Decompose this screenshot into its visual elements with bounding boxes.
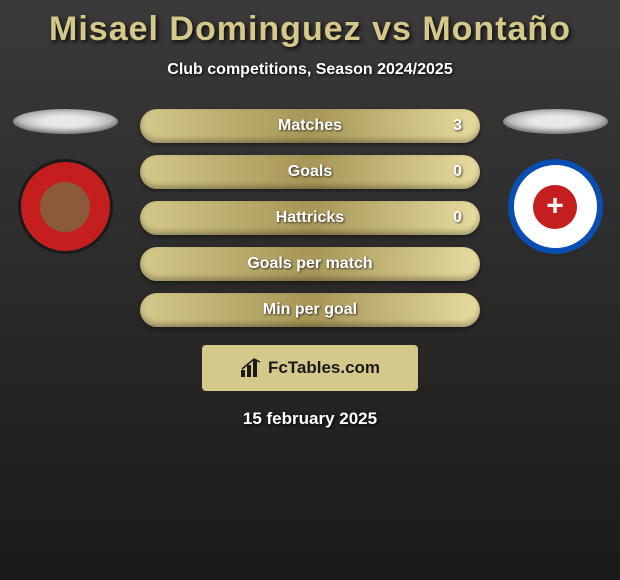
page-title: Misael Dominguez vs Montaño <box>0 10 620 49</box>
club-logo-tijuana[interactable] <box>18 159 113 254</box>
right-player-col <box>500 109 610 254</box>
comparison-widget: Misael Dominguez vs Montaño Club competi… <box>0 0 620 439</box>
stat-label: Goals per match <box>247 255 372 273</box>
chart-icon <box>240 358 262 378</box>
player-avatar-placeholder-right <box>503 109 608 134</box>
stat-label: Hattricks <box>276 209 344 227</box>
stat-bar: Goals per match <box>140 247 480 281</box>
branding-text: FcTables.com <box>268 358 380 378</box>
main-row: Matches 3 Goals 0 Hattricks 0 Goals per match M… <box>0 109 620 327</box>
subtitle: Club competitions, Season 2024/2025 <box>0 61 620 79</box>
left-player-col <box>10 109 120 254</box>
stat-bar: Matches 3 <box>140 109 480 143</box>
stat-value-right: 0 <box>453 163 462 181</box>
stat-label: Min per goal <box>263 301 357 319</box>
player-avatar-placeholder-left <box>13 109 118 134</box>
stat-value-right: 0 <box>453 209 462 227</box>
stat-bar: Min per goal <box>140 293 480 327</box>
stat-bar: Hattricks 0 <box>140 201 480 235</box>
date-text: 15 february 2025 <box>0 409 620 429</box>
club-logo-cruz-azul[interactable] <box>508 159 603 254</box>
stat-label: Matches <box>278 117 342 135</box>
stat-label: Goals <box>288 163 332 181</box>
stats-column: Matches 3 Goals 0 Hattricks 0 Goals per match M… <box>140 109 480 327</box>
branding-box[interactable]: FcTables.com <box>202 345 418 391</box>
stat-value-right: 3 <box>453 117 462 135</box>
stat-bar: Goals 0 <box>140 155 480 189</box>
